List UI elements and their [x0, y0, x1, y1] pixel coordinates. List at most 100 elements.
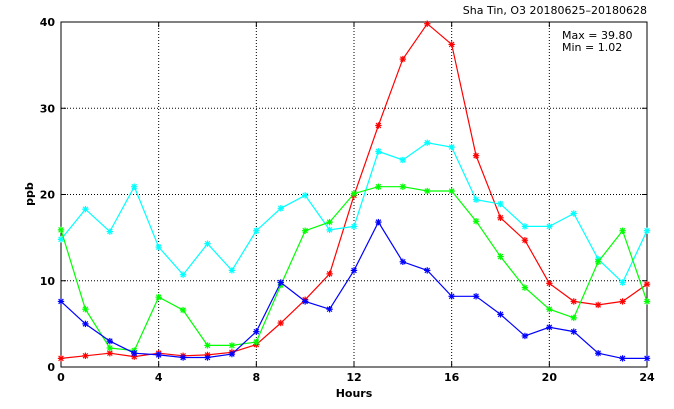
marker-stroke	[570, 210, 577, 217]
marker-stroke	[522, 333, 528, 339]
marker-stroke	[424, 20, 431, 27]
data-point	[57, 226, 65, 234]
chart-title: Sha Tin, O3 20180625–20180628	[463, 4, 647, 17]
marker-stroke	[82, 321, 89, 327]
data-point	[82, 205, 89, 213]
x-tick-label: 12	[346, 371, 361, 384]
data-point	[546, 324, 553, 331]
marker-stroke	[546, 280, 553, 287]
marker-stroke	[180, 271, 186, 278]
marker-stroke	[424, 267, 431, 274]
marker-stroke	[204, 342, 211, 349]
y-axis-title: ppb	[23, 182, 36, 206]
marker-stroke	[448, 144, 455, 150]
marker-stroke	[351, 223, 357, 230]
data-point	[57, 236, 65, 243]
marker-stroke	[326, 306, 333, 313]
marker-stroke	[326, 227, 333, 233]
marker-stroke	[644, 355, 650, 362]
marker-stroke	[522, 284, 528, 291]
marker-stroke	[619, 355, 626, 362]
data-point	[155, 243, 162, 251]
data-point	[277, 319, 284, 327]
data-point	[204, 354, 211, 361]
data-point	[424, 20, 431, 27]
data-point	[497, 253, 504, 260]
data-point	[155, 293, 162, 301]
series-3	[57, 218, 651, 362]
data-point	[204, 342, 211, 349]
marker-stroke	[570, 315, 577, 321]
data-point	[619, 355, 626, 362]
data-point	[497, 200, 504, 208]
data-point	[179, 306, 187, 314]
marker-stroke	[204, 240, 211, 247]
marker-stroke	[400, 258, 406, 265]
marker-stroke	[570, 298, 577, 305]
marker-stroke	[326, 219, 333, 225]
data-point	[82, 352, 89, 359]
data-point	[570, 328, 577, 335]
data-point	[326, 270, 333, 278]
marker-stroke	[448, 188, 455, 194]
data-point	[326, 306, 333, 313]
marker-stroke	[253, 339, 260, 345]
data-point	[570, 298, 577, 305]
marker-stroke	[595, 258, 601, 265]
data-point	[521, 284, 529, 291]
data-point	[253, 338, 260, 346]
data-point	[277, 279, 284, 286]
marker-stroke	[375, 183, 382, 190]
marker-stroke	[82, 352, 89, 359]
marker-stroke	[302, 192, 308, 199]
data-point	[399, 183, 407, 190]
data-point	[228, 267, 236, 274]
marker-stroke	[619, 227, 626, 234]
data-point	[57, 298, 65, 305]
data-point	[350, 267, 358, 274]
data-point	[643, 298, 651, 305]
data-point	[326, 218, 333, 226]
data-point	[301, 192, 309, 199]
data-point	[448, 41, 455, 48]
marker-stroke	[497, 201, 504, 207]
data-point	[472, 152, 480, 159]
data-point	[472, 218, 480, 225]
data-point	[179, 271, 187, 278]
marker-stroke	[180, 307, 186, 313]
y-tick-label: 40	[40, 16, 56, 29]
marker-stroke	[473, 196, 479, 203]
data-point	[448, 187, 455, 195]
marker-stroke	[546, 324, 553, 331]
data-point	[375, 218, 382, 226]
data-point	[399, 156, 407, 164]
series-1	[57, 139, 651, 286]
data-point	[619, 227, 626, 234]
x-tick-label: 16	[444, 371, 460, 384]
marker-stroke	[155, 352, 162, 358]
marker-stroke	[400, 183, 406, 190]
marker-stroke	[400, 56, 406, 62]
data-point	[424, 139, 431, 146]
marker-stroke	[497, 253, 504, 260]
axis-ticks	[60, 21, 648, 368]
data-point	[253, 328, 260, 335]
data-point	[643, 355, 651, 362]
marker-stroke	[351, 190, 357, 197]
data-point	[204, 240, 211, 247]
data-point	[277, 205, 284, 212]
marker-stroke	[82, 206, 89, 212]
data-point	[643, 281, 651, 288]
marker-stroke	[522, 223, 528, 230]
marker-stroke	[497, 214, 504, 221]
marker-stroke	[619, 279, 626, 286]
max-label: Max = 39.80	[562, 29, 632, 42]
series-layer	[57, 20, 651, 362]
marker-stroke	[107, 338, 113, 344]
x-tick-label: 0	[57, 371, 65, 384]
marker-stroke	[277, 205, 284, 212]
data-point	[131, 350, 138, 357]
data-point	[643, 227, 651, 234]
